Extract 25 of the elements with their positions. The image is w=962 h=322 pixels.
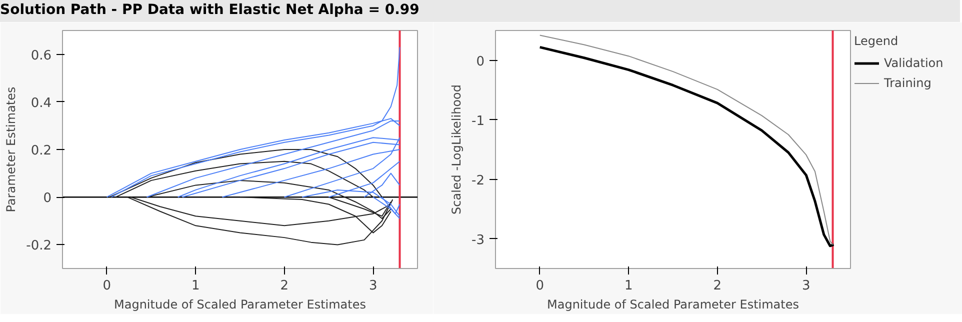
y-axis-title: Parameter Estimates xyxy=(4,86,18,212)
y-tick-label: -1 xyxy=(472,114,485,129)
x-axis-title: Magnitude of Scaled Parameter Estimates xyxy=(547,298,800,312)
y-tick-label: 0.2 xyxy=(30,144,52,158)
y-tick-label: -0.2 xyxy=(26,238,52,254)
x-tick-label: 0 xyxy=(102,278,112,294)
y-tick-label: -3 xyxy=(472,232,485,248)
legend-label: Training xyxy=(884,76,932,90)
y-tick-label: 0.6 xyxy=(30,48,52,64)
x-tick-label: 1 xyxy=(624,278,633,294)
y-tick-label: -2 xyxy=(472,173,485,188)
x-tick-label: 3 xyxy=(368,278,378,294)
x-tick-label: 1 xyxy=(191,278,200,294)
x-tick-label: 0 xyxy=(536,278,544,294)
x-axis-title: Magnitude of Scaled Parameter Estimates xyxy=(114,298,366,312)
y-tick-label: 0 xyxy=(476,54,485,70)
y-tick-label: 0.4 xyxy=(30,96,52,111)
legend-title: Legend xyxy=(854,34,900,48)
x-tick-label: 2 xyxy=(713,278,722,294)
y-axis-title: Scaled -LogLikelihood xyxy=(450,84,464,214)
chart-title: Solution Path - PP Data with Elastic Net Alpha = 0.99 xyxy=(0,1,420,20)
y-tick-label: 0 xyxy=(43,191,52,206)
legend-label: Validation xyxy=(884,56,944,70)
x-tick-label: 2 xyxy=(280,278,289,294)
x-tick-label: 3 xyxy=(802,278,810,294)
